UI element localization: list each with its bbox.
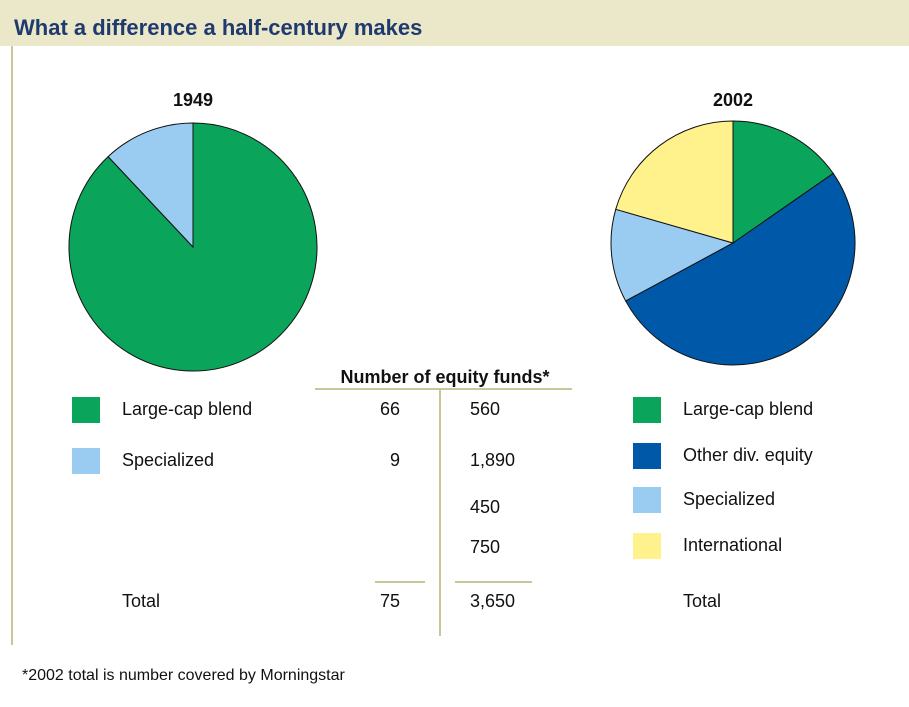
value-label: 1,890 bbox=[470, 450, 515, 470]
legend-label: International bbox=[683, 535, 782, 555]
value-label: 66 bbox=[380, 399, 400, 419]
legend-label: Other div. equity bbox=[683, 445, 813, 465]
total-value: 75 bbox=[380, 591, 400, 611]
legend-swatch bbox=[72, 448, 100, 474]
total-value: 3,650 bbox=[470, 591, 515, 611]
value-label: 560 bbox=[470, 399, 500, 419]
pie-slice bbox=[624, 172, 856, 366]
title-bar bbox=[0, 0, 909, 46]
table-header: Number of equity funds* bbox=[340, 367, 549, 387]
value-label: 450 bbox=[470, 497, 500, 517]
pie-slice bbox=[610, 208, 735, 302]
legend-label: Specialized bbox=[683, 489, 775, 509]
legend-swatch bbox=[633, 443, 661, 469]
value-label: 9 bbox=[390, 450, 400, 470]
value-label: 750 bbox=[470, 537, 500, 557]
legend-swatch bbox=[633, 487, 661, 513]
legend-label: Specialized bbox=[122, 450, 214, 470]
legend-swatch bbox=[72, 397, 100, 423]
pie-slice bbox=[732, 120, 834, 244]
pie-slice bbox=[107, 122, 194, 249]
legend-swatch bbox=[633, 397, 661, 423]
chart-title: What a difference a half-century makes bbox=[14, 15, 422, 40]
pie-title: 2002 bbox=[713, 90, 753, 110]
total-text: Total bbox=[122, 591, 160, 611]
pie-slice bbox=[615, 120, 734, 244]
pie-title: 1949 bbox=[173, 90, 213, 110]
total-text: Total bbox=[683, 591, 721, 611]
legend-label: Large-cap blend bbox=[683, 399, 813, 419]
legend-swatch bbox=[633, 533, 661, 559]
footnote: *2002 total is number covered by Morning… bbox=[22, 667, 346, 684]
legend-label: Large-cap blend bbox=[122, 399, 252, 419]
